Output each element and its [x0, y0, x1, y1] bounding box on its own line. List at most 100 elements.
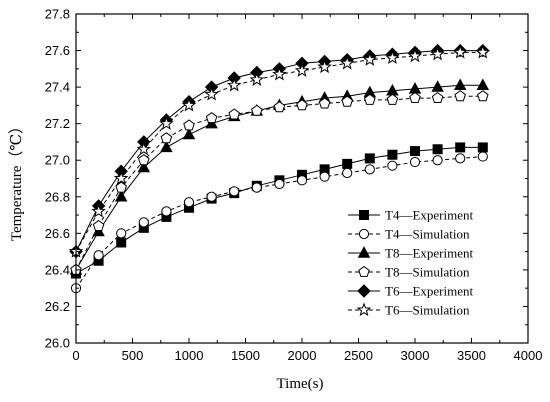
data-point: [362, 52, 378, 66]
data-point: [183, 197, 195, 208]
legend-item: T6—Simulation: [348, 302, 470, 318]
x-tick-label: 3500: [457, 348, 486, 363]
data-point: [296, 99, 308, 111]
data-point: [364, 93, 376, 105]
x-axis-label: Time(s): [277, 376, 324, 392]
y-tick-label: 26.6: [45, 226, 70, 241]
data-point: [410, 146, 420, 157]
series-4: [70, 90, 489, 275]
data-point: [249, 72, 265, 86]
data-point: [116, 237, 127, 248]
data-point: [228, 108, 240, 120]
axes: 0 500 1000 1500 2000 2500 3000 3500 4000 26.0 26.2…: [45, 7, 543, 364]
data-point: [475, 44, 491, 59]
legend-item: T4—Simulation: [348, 227, 470, 242]
legend: T4—Experiment T4—Simulation T8—Experiment T…: [348, 208, 473, 318]
x-tick-label: 4000: [514, 348, 543, 363]
data-point: [431, 80, 444, 92]
data-point: [114, 189, 128, 202]
legend-label: T6—Experiment: [385, 284, 473, 299]
legend-label: T6—Simulation: [385, 303, 470, 318]
data-point: [93, 250, 104, 261]
y-axis-label: Temperature（℃）: [8, 119, 25, 241]
data-point: [251, 182, 262, 193]
data-point: [455, 153, 466, 164]
y-tick-label: 26.0: [45, 336, 70, 351]
y-tick-label: 27.4: [45, 80, 70, 95]
y-tick-label: 27.8: [45, 7, 70, 22]
data-point: [181, 97, 197, 112]
data-point: [477, 151, 488, 162]
data-point: [251, 104, 263, 116]
data-point: [318, 97, 331, 109]
x-tick-label: 3000: [401, 348, 430, 363]
legend-marker: [358, 228, 370, 240]
data-point: [477, 90, 489, 102]
y-tick-label: 26.8: [45, 189, 70, 204]
data-point: [319, 171, 330, 182]
data-point: [387, 160, 398, 171]
legend-marker: [357, 284, 371, 298]
data-point: [272, 66, 287, 81]
x-tick-label: 500: [122, 348, 144, 363]
data-point: [136, 141, 152, 156]
data-point: [91, 203, 106, 218]
data-point: [138, 154, 150, 166]
legend-marker: [357, 246, 371, 258]
legend-item: T4—Experiment: [348, 208, 473, 223]
data-point: [183, 119, 195, 131]
y-tick-label: 26.4: [45, 262, 70, 277]
data-point: [430, 46, 445, 61]
data-point: [387, 149, 398, 160]
legend-marker: [358, 265, 370, 277]
x-tick-label: 1500: [231, 348, 260, 363]
data-point: [455, 142, 466, 153]
legend-label: T4—Experiment: [385, 208, 473, 223]
x-tick-label: 2000: [288, 348, 317, 363]
data-point: [229, 186, 240, 197]
data-point: [206, 191, 217, 202]
legend-label: T4—Simulation: [385, 227, 470, 242]
y-tick-label: 27.2: [45, 116, 70, 131]
data-point: [342, 158, 353, 169]
series-6: [68, 44, 491, 258]
plot-area: [68, 43, 491, 294]
data-point: [477, 142, 488, 153]
data-point: [476, 78, 490, 90]
x-tick-label: 2500: [344, 348, 373, 363]
data-point: [273, 101, 286, 113]
data-point: [160, 140, 173, 153]
data-point: [205, 112, 218, 124]
data-point: [116, 228, 127, 239]
data-point: [92, 219, 105, 231]
legend-marker: [359, 210, 369, 220]
series-2: [70, 151, 488, 294]
legend-item: T8—Simulation: [348, 265, 470, 280]
y-tick-label: 26.2: [45, 299, 70, 314]
y-tick-label: 27.6: [45, 43, 70, 58]
legend-item: T8—Experiment: [348, 246, 473, 261]
data-point: [159, 116, 174, 130]
data-point: [160, 132, 173, 144]
data-point: [138, 217, 149, 228]
data-point: [204, 86, 219, 101]
data-point: [385, 50, 400, 65]
data-point: [452, 44, 468, 59]
data-point: [161, 206, 172, 217]
legend-label: T8—Simulation: [385, 265, 470, 280]
data-point: [432, 144, 443, 155]
data-point: [317, 59, 332, 74]
data-point: [409, 91, 421, 103]
data-point: [296, 175, 308, 186]
data-point: [226, 77, 242, 92]
data-point: [364, 153, 375, 164]
data-point: [182, 127, 196, 140]
data-point: [409, 156, 421, 168]
data-point: [364, 164, 375, 175]
data-point: [342, 167, 353, 179]
x-tick-label: 1000: [175, 348, 204, 363]
data-point: [407, 48, 423, 63]
data-point: [453, 78, 467, 90]
legend-item: T6—Experiment: [348, 284, 473, 299]
legend-marker: [356, 302, 372, 317]
